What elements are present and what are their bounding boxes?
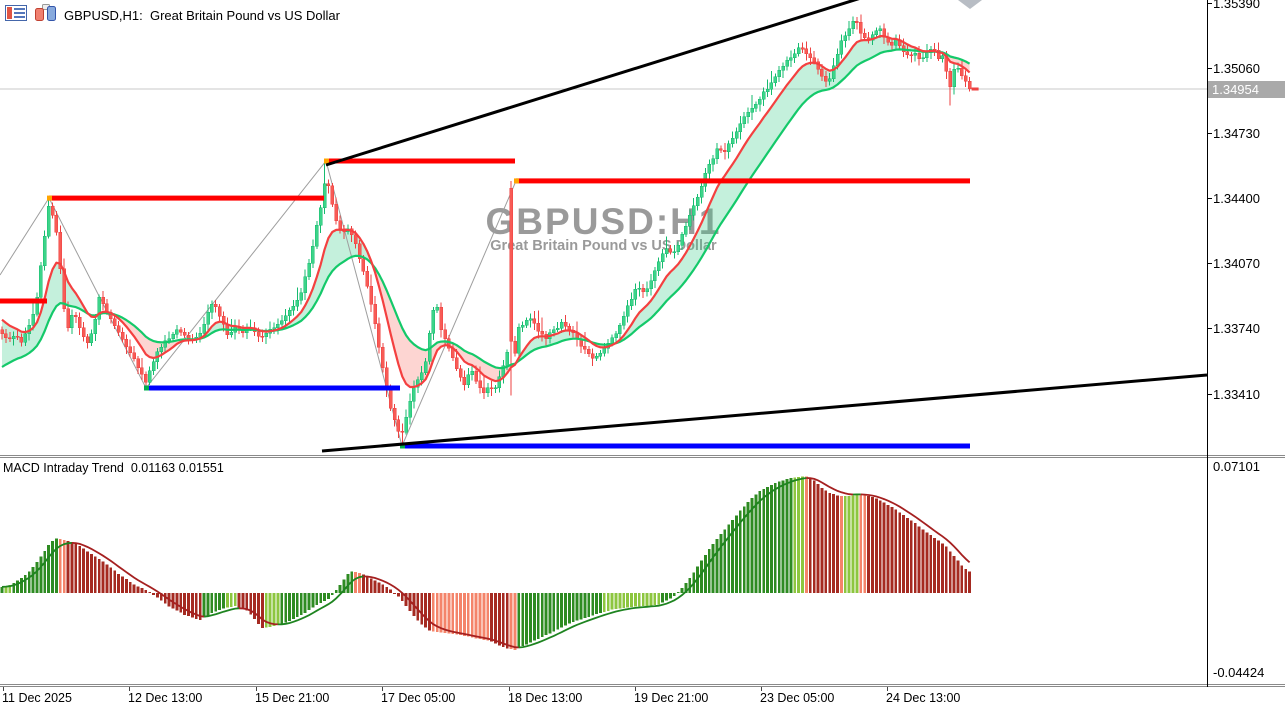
macd-histogram: [0, 476, 971, 651]
macd-signal-line: [204, 607, 240, 618]
time-tick: [761, 687, 762, 691]
chart-shift-triangle: [958, 0, 982, 9]
pivot-dot: [324, 158, 329, 164]
macd-signal-line: [363, 575, 519, 649]
trendline-upper: [325, 0, 860, 167]
current-price-value: 1.34954: [1212, 82, 1259, 97]
ma-ribbon-fill: [375, 268, 515, 387]
chart-title: GBPUSD,H1: Great Britain Pound vs US Dol…: [64, 7, 340, 23]
pivot-dot: [47, 195, 52, 201]
trendline-lower: [321, 373, 1207, 453]
time-tick-label: 19 Dec 21:00: [634, 691, 709, 705]
time-tick: [256, 687, 257, 691]
zigzag-line: [0, 159, 517, 448]
macd-signal-line: [860, 493, 971, 564]
resistance-line: [49, 195, 324, 201]
price-tick: [1207, 328, 1212, 329]
time-tick-label: 18 Dec 13:00: [508, 691, 583, 705]
time-tick-label: 12 Dec 13:00: [128, 691, 203, 705]
price-tick-label: 1.34070: [1213, 256, 1260, 271]
chart-header: GBPUSD,H1: Great Britain Pound vs US Dol…: [5, 4, 340, 26]
last-close-marker: [971, 87, 979, 91]
price-tick: [1207, 263, 1212, 264]
time-tick-label: 23 Dec 05:00: [760, 691, 835, 705]
fast-ma-line: [1, 34, 971, 389]
macd-indicator-pane[interactable]: [0, 458, 1207, 684]
time-tick: [129, 687, 130, 691]
price-tick: [1207, 3, 1212, 4]
indicator-signal-value: 0.01551: [178, 461, 224, 475]
price-tick-label: 1.33410: [1213, 387, 1260, 402]
time-axis[interactable]: 11 Dec 2025 12 Dec 13:00 15 Dec 21:00 17 De…: [0, 687, 1207, 708]
support-line: [146, 385, 400, 391]
indicator-macd-value: 0.01163: [130, 461, 176, 475]
time-tick-label: 24 Dec 13:00: [886, 691, 961, 705]
resistance-line: [326, 158, 515, 164]
chart-watermark: GBPUSD:H1 Great Britain Pound vs US Doll…: [0, 201, 1207, 254]
price-chart-pane[interactable]: [0, 0, 1207, 456]
time-tick: [3, 687, 4, 691]
time-tick: [887, 687, 888, 691]
chart-bars-icon[interactable]: [34, 4, 57, 26]
price-tick: [1207, 68, 1212, 69]
price-scale-border: [1207, 0, 1208, 687]
time-tick: [509, 687, 510, 691]
pane-separator[interactable]: [0, 457, 1285, 458]
indicator-label: MACD Intraday Trend 0.01163 0.01551: [3, 461, 224, 475]
slow-ma-line: [1, 48, 971, 370]
macd-scale-label: 0.07101: [1213, 459, 1260, 474]
watermark-description: Great Britain Pound vs US Dollar: [490, 238, 717, 254]
macd-signal-line: [71, 542, 205, 618]
price-tick: [1207, 198, 1212, 199]
time-tick-label: 17 Dec 05:00: [381, 691, 456, 705]
pane-separator[interactable]: [0, 455, 1285, 456]
macd-signal-line: [277, 575, 364, 626]
price-tick: [1207, 133, 1212, 134]
macd-scale-label: -0.04424: [1213, 665, 1265, 680]
time-tick-label: 15 Dec 21:00: [255, 691, 330, 705]
ma-ribbon-fill: [200, 321, 259, 339]
indicator-name: MACD Intraday Trend: [3, 461, 124, 475]
resistance-line: [516, 178, 970, 184]
time-tick-label: 11 Dec 2025: [2, 691, 72, 705]
resistance-line: [0, 298, 47, 304]
macd-signal-line: [806, 477, 854, 496]
watermark-symbol: GBPUSD:H1: [485, 201, 722, 242]
current-price-badge: 1.34954: [1208, 81, 1285, 98]
pane-separator[interactable]: [0, 686, 1285, 687]
ma-ribbon-fill: [2, 262, 88, 367]
pivot-dot: [514, 178, 519, 184]
price-tick-label: 1.34730: [1213, 126, 1260, 141]
pivot-dot: [400, 443, 405, 449]
time-tick: [382, 687, 383, 691]
time-tick: [635, 687, 636, 691]
macd-signal-line: [238, 607, 278, 626]
price-tick: [1207, 394, 1212, 395]
price-tick-label: 1.35390: [1213, 0, 1260, 11]
macd-signal-line: [518, 477, 807, 649]
ma-ribbon-fill: [274, 229, 372, 331]
macd-signal-line: [1, 542, 72, 588]
price-tick-label: 1.34400: [1213, 191, 1260, 206]
quotes-list-icon[interactable]: [5, 4, 27, 26]
price-tick-label: 1.35060: [1213, 61, 1260, 76]
pane-separator[interactable]: [0, 684, 1285, 685]
support-line: [402, 443, 970, 449]
pivot-dot: [144, 385, 149, 391]
candles: [0, 14, 972, 446]
price-tick-label: 1.33740: [1213, 321, 1260, 336]
